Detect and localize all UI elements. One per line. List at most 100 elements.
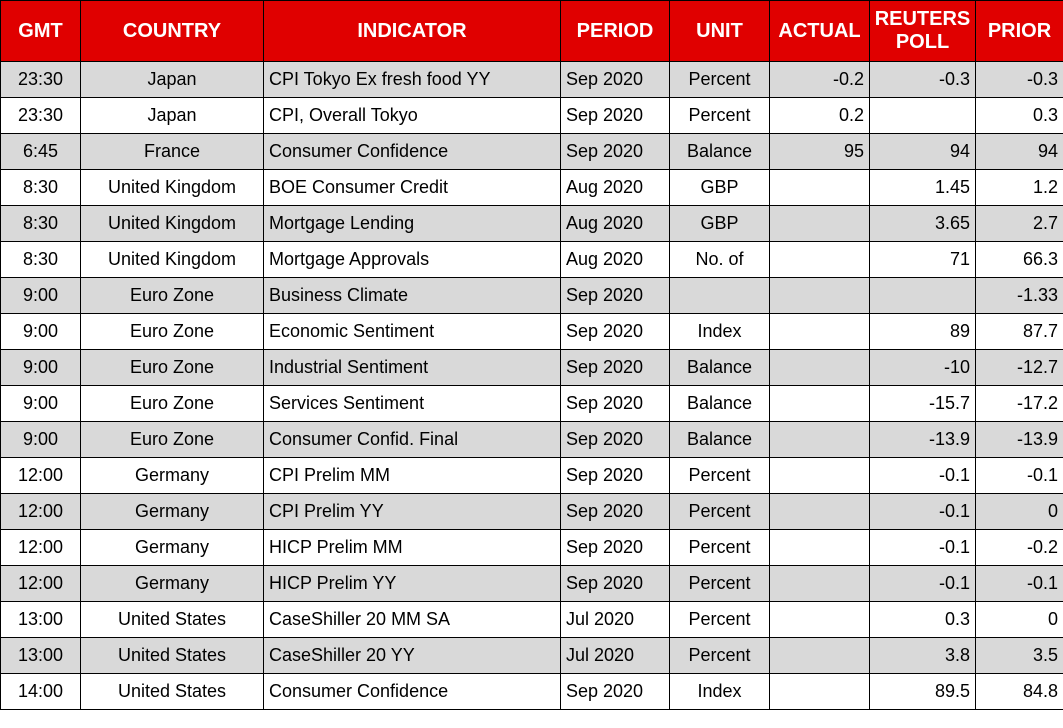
cell-actual (769, 241, 870, 278)
table-row: 12:00 Germany HICP Prelim YY Sep 2020 Percen… (0, 565, 1063, 602)
cell-country: United Kingdom (80, 241, 264, 278)
col-header-unit: UNIT (669, 0, 770, 62)
cell-actual (769, 313, 870, 350)
table-row: 9:00 Euro Zone Services Sentiment Sep 2020 B… (0, 385, 1063, 422)
col-header-actual: ACTUAL (769, 0, 870, 62)
cell-unit: GBP (669, 205, 770, 242)
col-header-country: COUNTRY (80, 0, 264, 62)
cell-reuters-poll: 3.65 (869, 205, 976, 242)
cell-period: Sep 2020 (560, 349, 670, 386)
table-row: 8:30 United Kingdom Mortgage Approvals Aug … (0, 241, 1063, 278)
cell-period: Sep 2020 (560, 277, 670, 314)
cell-prior: 87.7 (975, 313, 1063, 350)
table-row: 13:00 United States CaseShiller 20 MM SA Ju… (0, 601, 1063, 638)
cell-prior: -0.3 (975, 61, 1063, 98)
cell-country: Euro Zone (80, 349, 264, 386)
cell-gmt: 9:00 (0, 385, 81, 422)
cell-country: Germany (80, 457, 264, 494)
cell-prior: -13.9 (975, 421, 1063, 458)
table-row: 9:00 Euro Zone Consumer Confid. Final Sep 2… (0, 421, 1063, 458)
cell-actual (769, 277, 870, 314)
cell-prior: -0.2 (975, 529, 1063, 566)
cell-gmt: 12:00 (0, 529, 81, 566)
cell-prior: 1.2 (975, 169, 1063, 206)
cell-gmt: 8:30 (0, 205, 81, 242)
cell-gmt: 6:45 (0, 133, 81, 170)
col-header-reuters-poll: REUTERS POLL (869, 0, 976, 62)
cell-period: Sep 2020 (560, 61, 670, 98)
cell-unit: Index (669, 673, 770, 710)
cell-gmt: 13:00 (0, 637, 81, 674)
cell-indicator: Services Sentiment (263, 385, 561, 422)
table-row: 8:30 United Kingdom BOE Consumer Credit Aug… (0, 169, 1063, 206)
cell-period: Sep 2020 (560, 421, 670, 458)
cell-period: Sep 2020 (560, 673, 670, 710)
cell-indicator: CPI Prelim YY (263, 493, 561, 530)
cell-gmt: 8:30 (0, 169, 81, 206)
cell-actual (769, 169, 870, 206)
cell-indicator: Economic Sentiment (263, 313, 561, 350)
cell-gmt: 9:00 (0, 277, 81, 314)
cell-unit: Percent (669, 637, 770, 674)
cell-actual (769, 493, 870, 530)
cell-unit: Percent (669, 457, 770, 494)
cell-country: United Kingdom (80, 205, 264, 242)
cell-reuters-poll: 3.8 (869, 637, 976, 674)
cell-indicator: CPI, Overall Tokyo (263, 97, 561, 134)
cell-unit: Percent (669, 601, 770, 638)
cell-actual (769, 637, 870, 674)
cell-period: Sep 2020 (560, 457, 670, 494)
cell-country: United Kingdom (80, 169, 264, 206)
cell-prior: 0.3 (975, 97, 1063, 134)
cell-indicator: Consumer Confid. Final (263, 421, 561, 458)
cell-country: Germany (80, 565, 264, 602)
cell-indicator: HICP Prelim YY (263, 565, 561, 602)
table-row: 23:30 Japan CPI, Overall Tokyo Sep 2020 Perc… (0, 97, 1063, 134)
cell-indicator: CPI Prelim MM (263, 457, 561, 494)
cell-country: Japan (80, 61, 264, 98)
cell-indicator: CPI Tokyo Ex fresh food YY (263, 61, 561, 98)
cell-period: Sep 2020 (560, 385, 670, 422)
cell-prior: 94 (975, 133, 1063, 170)
table-row: 9:00 Euro Zone Economic Sentiment Sep 2020 I… (0, 313, 1063, 350)
cell-country: Euro Zone (80, 385, 264, 422)
cell-prior: -0.1 (975, 457, 1063, 494)
cell-prior: 0 (975, 493, 1063, 530)
cell-unit: Index (669, 313, 770, 350)
cell-actual: 0.2 (769, 97, 870, 134)
cell-country: United States (80, 673, 264, 710)
cell-gmt: 9:00 (0, 421, 81, 458)
cell-actual (769, 565, 870, 602)
cell-period: Sep 2020 (560, 493, 670, 530)
cell-country: Euro Zone (80, 421, 264, 458)
cell-reuters-poll (869, 277, 976, 314)
cell-reuters-poll: -0.1 (869, 565, 976, 602)
cell-gmt: 9:00 (0, 313, 81, 350)
cell-gmt: 23:30 (0, 97, 81, 134)
cell-prior: -1.33 (975, 277, 1063, 314)
col-header-period: PERIOD (560, 0, 670, 62)
cell-actual (769, 529, 870, 566)
cell-unit (669, 277, 770, 314)
cell-indicator: HICP Prelim MM (263, 529, 561, 566)
cell-reuters-poll: -10 (869, 349, 976, 386)
cell-gmt: 13:00 (0, 601, 81, 638)
table-row: 14:00 United States Consumer Confidence Sep… (0, 673, 1063, 710)
cell-country: Euro Zone (80, 313, 264, 350)
cell-reuters-poll (869, 97, 976, 134)
cell-actual (769, 349, 870, 386)
cell-period: Sep 2020 (560, 529, 670, 566)
table-row: 13:00 United States CaseShiller 20 YY Jul 2… (0, 637, 1063, 674)
table-body: 23:30 Japan CPI Tokyo Ex fresh food YY Sep … (0, 61, 1063, 710)
table-row: 9:00 Euro Zone Business Climate Sep 2020 -1.… (0, 277, 1063, 314)
cell-prior: 3.5 (975, 637, 1063, 674)
cell-period: Sep 2020 (560, 565, 670, 602)
cell-period: Sep 2020 (560, 97, 670, 134)
cell-actual (769, 385, 870, 422)
cell-gmt: 23:30 (0, 61, 81, 98)
cell-unit: Percent (669, 565, 770, 602)
cell-prior: 84.8 (975, 673, 1063, 710)
cell-actual (769, 457, 870, 494)
cell-indicator: BOE Consumer Credit (263, 169, 561, 206)
table-row: 6:45 France Consumer Confidence Sep 2020 Bal… (0, 133, 1063, 170)
